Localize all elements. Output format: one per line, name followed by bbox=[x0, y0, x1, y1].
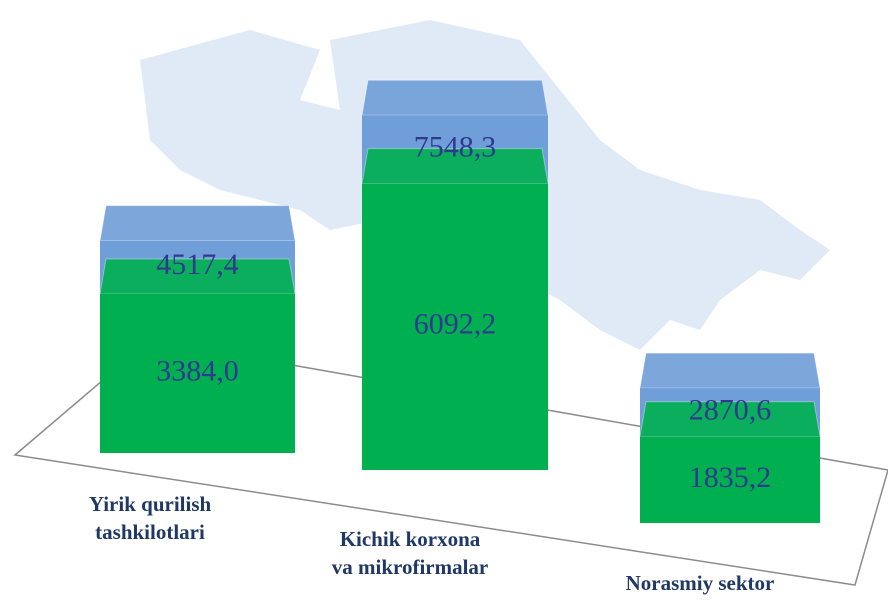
bar bbox=[100, 293, 295, 453]
bar-group bbox=[639, 352, 821, 523]
value-label: 7548,3 bbox=[414, 130, 497, 163]
value-label: 3384,0 bbox=[156, 354, 239, 387]
value-label: 6092,2 bbox=[414, 308, 497, 341]
bar bbox=[362, 183, 548, 470]
bar-top bbox=[639, 352, 821, 389]
category-label: Yirik qurilish bbox=[89, 492, 212, 516]
category-label: tashkilotlari bbox=[95, 520, 205, 544]
value-label: 4517,4 bbox=[156, 248, 239, 281]
category-label: Norasmiy sektor bbox=[626, 571, 775, 595]
category-label: va mikrofirmalar bbox=[332, 555, 489, 579]
category-label: Kichik korxona bbox=[340, 527, 481, 551]
value-label: 2870,6 bbox=[689, 393, 772, 426]
bar-group bbox=[99, 205, 296, 453]
bar-top bbox=[99, 205, 296, 242]
bar-top bbox=[361, 79, 549, 116]
value-label: 1835,2 bbox=[689, 461, 772, 494]
bar-group bbox=[361, 79, 549, 471]
bar bbox=[640, 436, 820, 523]
